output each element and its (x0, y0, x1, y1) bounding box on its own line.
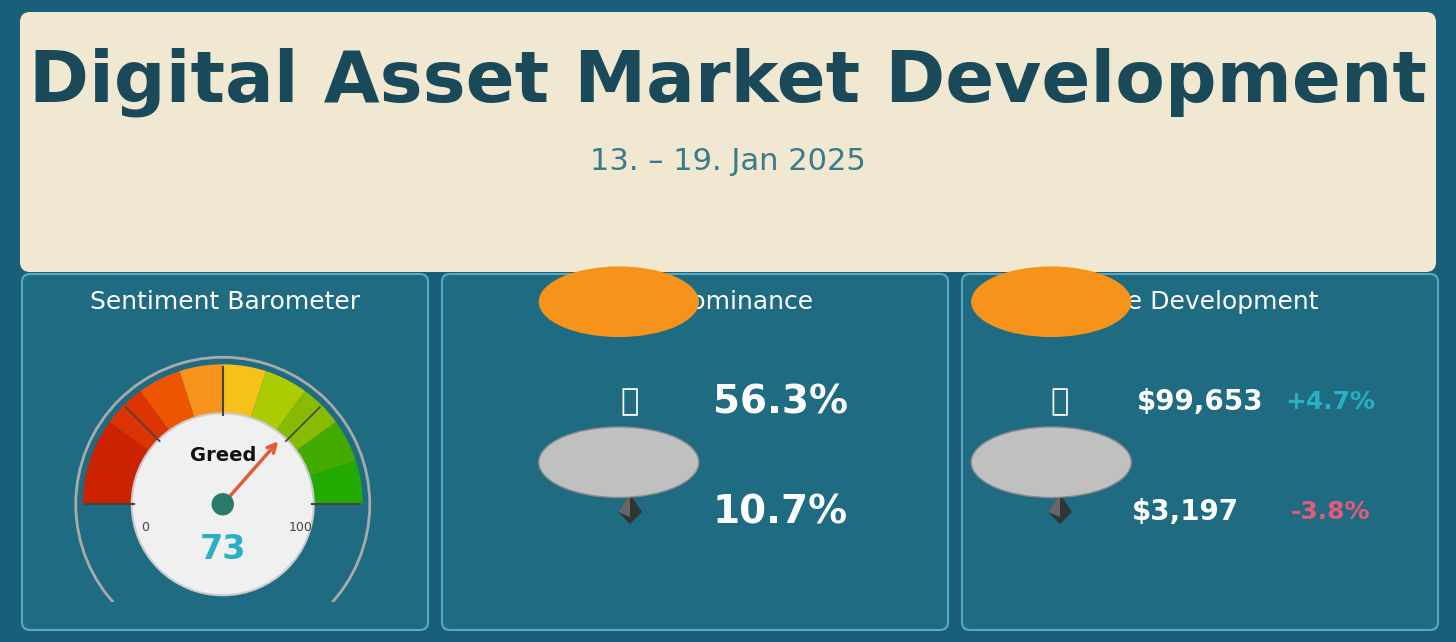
Circle shape (132, 413, 314, 595)
Polygon shape (1048, 494, 1072, 524)
Text: ₿: ₿ (620, 388, 639, 417)
Wedge shape (309, 461, 363, 504)
Text: ₿: ₿ (1051, 388, 1069, 417)
Text: +4.7%: +4.7% (1286, 390, 1374, 414)
Text: 0: 0 (141, 521, 150, 534)
Text: Digital Asset Market Development: Digital Asset Market Development (29, 48, 1427, 117)
Text: 100: 100 (288, 521, 312, 534)
Polygon shape (617, 494, 642, 524)
Wedge shape (277, 391, 336, 451)
Wedge shape (83, 461, 137, 504)
Text: Sentiment Barometer: Sentiment Barometer (90, 290, 360, 314)
Text: $3,197: $3,197 (1131, 498, 1239, 526)
Wedge shape (297, 422, 355, 476)
Polygon shape (617, 494, 630, 517)
FancyBboxPatch shape (22, 274, 428, 630)
FancyBboxPatch shape (443, 274, 948, 630)
Text: Market Dominance: Market Dominance (577, 290, 812, 314)
Wedge shape (223, 364, 266, 418)
Text: Greed: Greed (189, 446, 256, 465)
Text: 56.3%: 56.3% (712, 383, 847, 421)
Text: Price Development: Price Development (1082, 290, 1319, 314)
Wedge shape (90, 422, 149, 476)
Text: $99,653: $99,653 (1137, 388, 1264, 416)
Wedge shape (179, 364, 223, 418)
Wedge shape (140, 371, 195, 431)
Circle shape (211, 493, 234, 516)
Text: 10.7%: 10.7% (712, 493, 847, 531)
FancyBboxPatch shape (962, 274, 1439, 630)
Text: 13. – 19. Jan 2025: 13. – 19. Jan 2025 (590, 148, 866, 177)
Text: -3.8%: -3.8% (1290, 500, 1370, 524)
FancyBboxPatch shape (20, 12, 1436, 272)
Wedge shape (250, 371, 306, 431)
Text: 73: 73 (199, 533, 246, 566)
Wedge shape (109, 391, 169, 451)
Polygon shape (1048, 494, 1060, 517)
